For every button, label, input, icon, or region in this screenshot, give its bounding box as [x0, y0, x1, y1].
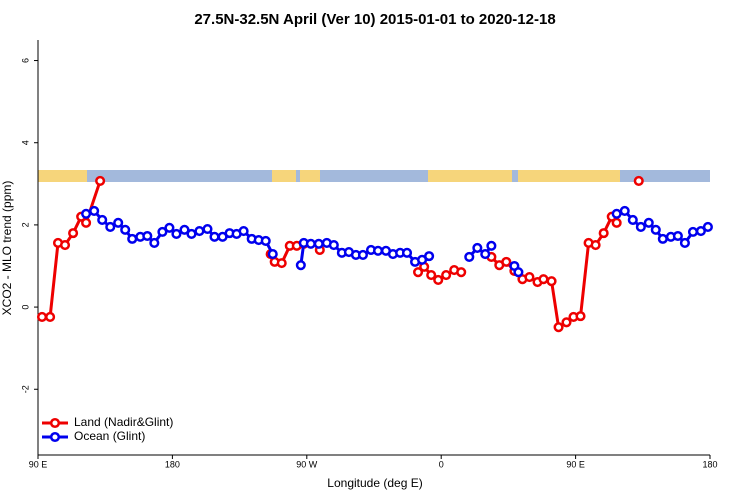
data-point: [590, 239, 601, 251]
x-tick-label: 90 W: [296, 459, 318, 469]
data-point: [441, 269, 452, 281]
data-point: [524, 272, 535, 283]
data-point: [113, 217, 124, 228]
data-point: [142, 230, 153, 242]
data-point: [267, 249, 278, 260]
data-point: [186, 228, 197, 239]
data-point: [171, 228, 182, 239]
y-axis-label: XCO2 - MLO trend (ppm): [0, 181, 14, 316]
data-point: [97, 214, 108, 226]
x-tick-label: 180: [165, 459, 180, 469]
data-point: [276, 258, 287, 269]
data-point: [424, 251, 435, 262]
data-point: [179, 224, 190, 235]
data-point: [611, 208, 622, 219]
data-point: [635, 221, 646, 233]
data-point: [538, 274, 549, 285]
data-point: [260, 235, 271, 246]
data-point: [433, 274, 444, 286]
data-point: [575, 311, 586, 322]
data-point: [238, 226, 249, 237]
data-point: [619, 205, 630, 216]
x-tick-label: 90 E: [566, 459, 585, 469]
data-point: [546, 276, 557, 287]
data-point: [480, 249, 491, 260]
data-point: [157, 226, 168, 237]
data-point: [372, 245, 384, 256]
data-point: [643, 217, 654, 228]
data-point: [149, 237, 160, 249]
data-point: [89, 205, 100, 216]
y-tick-label: -2: [20, 385, 30, 393]
y-tick-label: 4: [20, 140, 30, 145]
y-tick-label: 6: [20, 58, 30, 63]
y-tick-label: 2: [20, 222, 30, 227]
legend-label: Ocean (Glint): [74, 429, 145, 443]
data-point: [81, 217, 92, 228]
data-point: [68, 228, 79, 239]
data-point: [464, 251, 475, 263]
data-point: [357, 249, 368, 260]
data-point: [120, 224, 131, 235]
data-point: [627, 214, 638, 226]
land-ocean-strip: [38, 170, 710, 182]
data-point: [413, 267, 424, 278]
x-axis-label: Longitude (deg E): [327, 476, 422, 490]
data-point: [105, 221, 116, 233]
data-point: [59, 239, 71, 251]
data-point: [486, 240, 497, 251]
data-point: [305, 238, 316, 249]
data-point: [36, 311, 48, 322]
data-point: [611, 217, 622, 228]
chart-title: 27.5N-32.5N April (Ver 10) 2015-01-01 to…: [194, 11, 555, 28]
x-tick-label: 0: [439, 459, 444, 469]
data-point: [194, 226, 205, 237]
legend-marker: [49, 417, 61, 429]
data-point: [456, 267, 467, 278]
data-point: [679, 237, 690, 249]
y-tick-label: 0: [20, 305, 30, 310]
data-point: [81, 208, 92, 219]
data-point: [657, 233, 668, 244]
data-point: [553, 322, 564, 333]
series-line: [42, 180, 102, 319]
data-point: [209, 231, 220, 242]
data-point: [695, 226, 706, 237]
data-point: [328, 239, 339, 251]
data-point: [127, 233, 138, 244]
data-point: [164, 222, 175, 233]
data-point: [513, 267, 524, 278]
data-point: [672, 230, 683, 242]
data-point: [426, 269, 437, 281]
x-tick-label: 90 E: [29, 459, 48, 469]
data-point: [45, 311, 56, 322]
data-point: [561, 317, 572, 328]
data-point: [295, 260, 306, 271]
legend-marker: [49, 431, 61, 443]
data-point: [650, 224, 661, 235]
data-point: [687, 226, 699, 237]
data-point: [472, 242, 483, 253]
data-point: [702, 221, 713, 233]
data-point: [313, 238, 324, 249]
data-point: [401, 247, 413, 258]
legend-label: Land (Nadir&Glint): [74, 415, 173, 429]
data-point: [633, 175, 644, 186]
data-point: [501, 256, 512, 267]
data-point: [95, 175, 106, 186]
data-point: [598, 228, 609, 239]
x-tick-label: 180: [702, 459, 717, 469]
data-point: [202, 223, 213, 235]
